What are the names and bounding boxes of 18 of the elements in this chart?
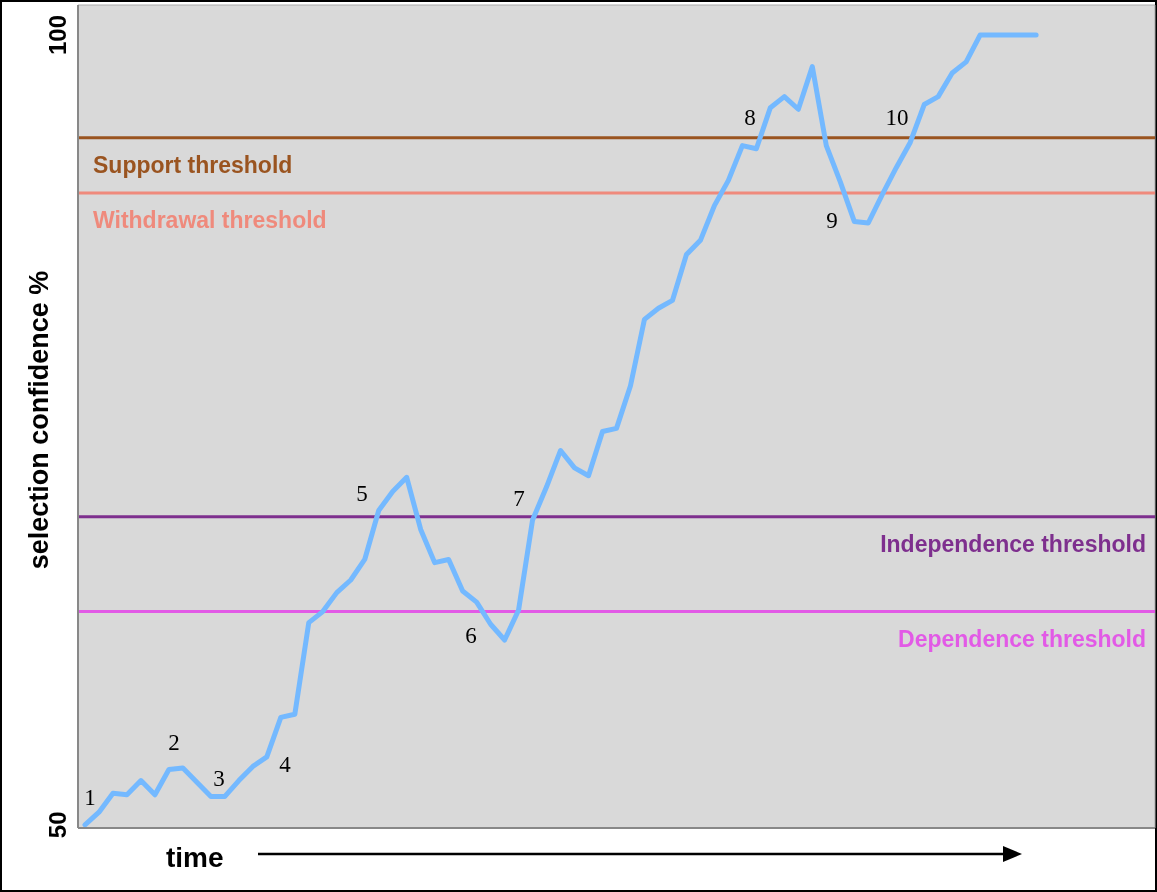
ref-line-label: Withdrawal threshold	[93, 206, 327, 233]
y-tick-label: 50	[44, 811, 71, 839]
annotation: 7	[513, 486, 525, 511]
y-axis-title: selection confidence %	[24, 270, 54, 570]
annotation: 9	[826, 208, 838, 233]
y-tick-label: 100	[44, 14, 71, 56]
annotation: 1	[84, 785, 96, 810]
annotation: 2	[168, 730, 180, 755]
annotation: 6	[465, 623, 477, 648]
ref-line-label: Support threshold	[93, 151, 293, 178]
annotation: 4	[279, 752, 292, 777]
ref-line-label: Dependence threshold	[898, 625, 1146, 652]
x-axis-title: time	[166, 842, 224, 873]
annotation: 5	[356, 481, 368, 506]
annotation: 8	[744, 105, 756, 130]
ref-line-label: Independence threshold	[880, 530, 1146, 557]
annotation: 3	[213, 766, 225, 791]
annotation: 10	[885, 105, 909, 130]
